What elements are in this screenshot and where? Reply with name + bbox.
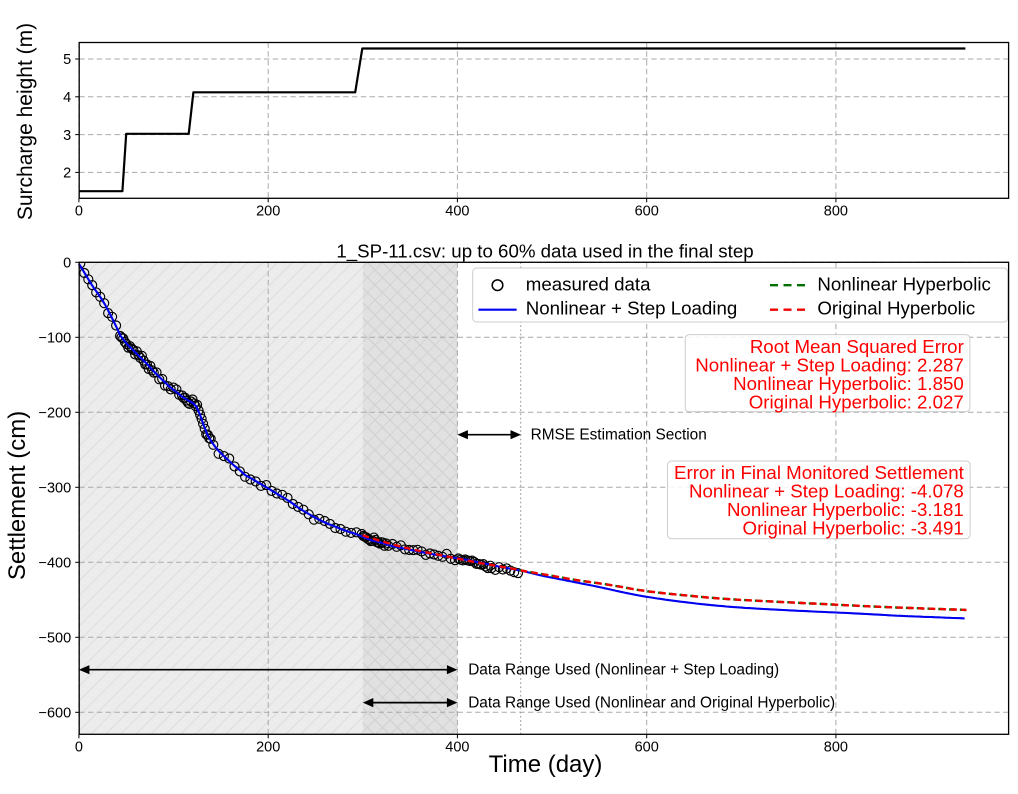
- svg-text:3: 3: [63, 128, 71, 144]
- svg-text:Data Range Used (Nonlinear + S: Data Range Used (Nonlinear + Step Loadin…: [468, 662, 779, 679]
- svg-text:0: 0: [75, 204, 83, 220]
- svg-text:4: 4: [63, 90, 71, 106]
- svg-text:−300: −300: [39, 481, 72, 497]
- svg-text:Nonlinear + Step Loading: 2.28: Nonlinear + Step Loading: 2.287: [695, 354, 964, 375]
- svg-text:5: 5: [63, 52, 71, 68]
- svg-text:2: 2: [63, 166, 71, 182]
- svg-text:Original Hyperbolic: Original Hyperbolic: [817, 297, 975, 318]
- svg-text:Nonlinear + Step Loading: Nonlinear + Step Loading: [526, 297, 737, 318]
- svg-text:−600: −600: [39, 706, 72, 722]
- svg-text:200: 200: [256, 204, 280, 220]
- svg-text:600: 600: [635, 740, 659, 756]
- svg-text:600: 600: [635, 204, 659, 220]
- svg-text:1_SP-11.csv: up to 60% data us: 1_SP-11.csv: up to 60% data used in the …: [336, 241, 753, 263]
- svg-text:−100: −100: [39, 331, 72, 347]
- svg-text:400: 400: [445, 204, 469, 220]
- svg-text:Root Mean Squared Error: Root Mean Squared Error: [750, 336, 964, 357]
- svg-text:Nonlinear Hyperbolic: Nonlinear Hyperbolic: [817, 274, 990, 295]
- svg-text:800: 800: [824, 740, 848, 756]
- svg-text:−400: −400: [39, 556, 72, 572]
- svg-text:0: 0: [63, 256, 71, 272]
- svg-text:Original Hyperbolic: -3.491: Original Hyperbolic: -3.491: [743, 517, 964, 538]
- svg-text:400: 400: [445, 740, 469, 756]
- svg-text:200: 200: [256, 740, 280, 756]
- svg-text:−200: −200: [39, 406, 72, 422]
- svg-text:RMSE Estimation Section: RMSE Estimation Section: [531, 426, 707, 443]
- svg-text:−500: −500: [39, 631, 72, 647]
- svg-text:Error in Final Monitored Settl: Error in Final Monitored Settlement: [674, 462, 965, 483]
- svg-text:Nonlinear + Step Loading: -4.0: Nonlinear + Step Loading: -4.078: [689, 480, 964, 501]
- svg-text:Nonlinear Hyperbolic: -3.181: Nonlinear Hyperbolic: -3.181: [727, 499, 964, 520]
- svg-text:800: 800: [824, 204, 848, 220]
- svg-text:0: 0: [75, 740, 83, 756]
- svg-text:Original Hyperbolic: 2.027: Original Hyperbolic: 2.027: [749, 391, 964, 412]
- svg-text:Time (day): Time (day): [489, 751, 603, 778]
- svg-text:Data Range Used (Nonlinear and: Data Range Used (Nonlinear and Original …: [468, 694, 835, 711]
- svg-text:Settlement (cm): Settlement (cm): [4, 411, 31, 580]
- svg-text:Surcharge height (m): Surcharge height (m): [14, 23, 37, 220]
- svg-text:measured data: measured data: [526, 274, 651, 295]
- svg-text:Nonlinear Hyperbolic: 1.850: Nonlinear Hyperbolic: 1.850: [733, 373, 964, 394]
